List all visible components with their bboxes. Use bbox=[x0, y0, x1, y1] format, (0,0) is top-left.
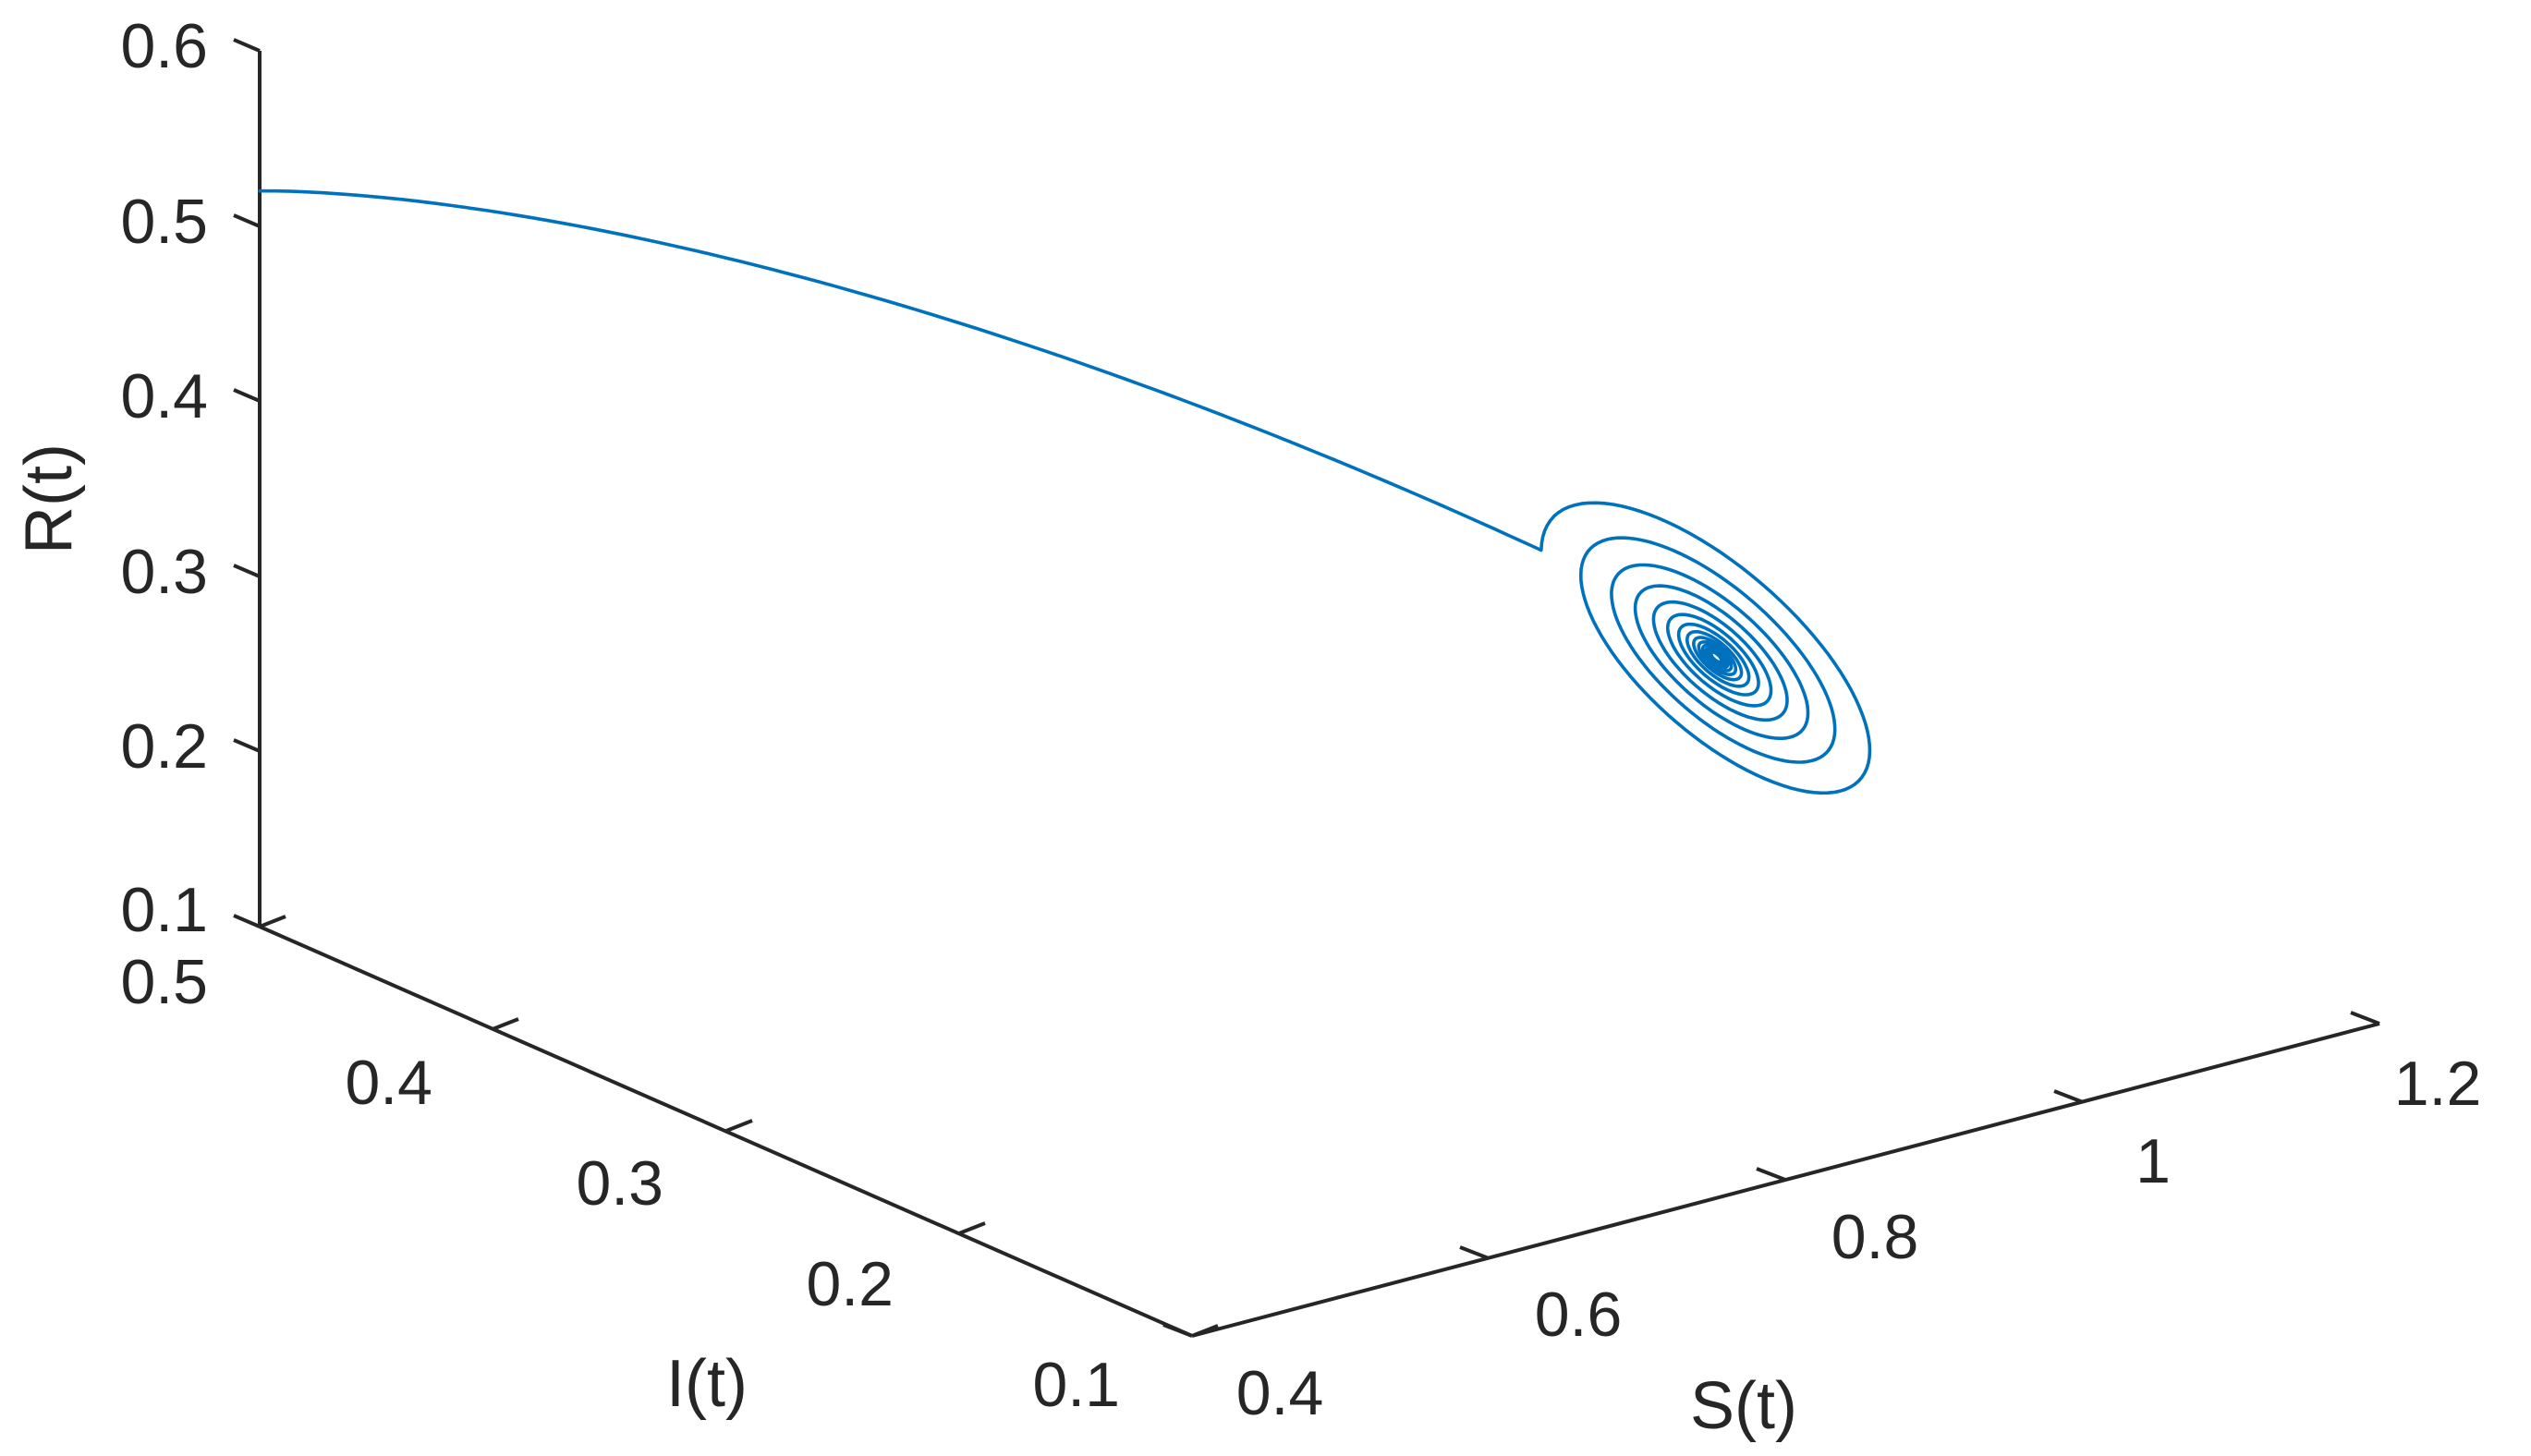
z-axis-label: R(t) bbox=[12, 443, 86, 554]
y-axis-ticks: 0.5 0.4 0.3 0.2 0.1 bbox=[120, 915, 1219, 1420]
y-tick-mark bbox=[725, 1119, 753, 1133]
x-axis-ticks: 0.4 0.6 0.8 1 1.2 bbox=[1162, 1011, 2482, 1428]
z-tick-label: 0.5 bbox=[120, 187, 208, 257]
axes bbox=[258, 51, 2380, 1338]
y-tick-mark bbox=[492, 1017, 519, 1031]
x-tick-mark bbox=[2053, 1089, 2084, 1104]
x-tick-label: 1 bbox=[2136, 1126, 2171, 1196]
x-tick-mark bbox=[1459, 1245, 1490, 1260]
x-tick-mark bbox=[1162, 1323, 1193, 1338]
z-axis-ticks: 0.6 0.5 0.4 0.3 0.2 0.1 bbox=[120, 11, 261, 945]
z-tick-mark bbox=[233, 564, 261, 578]
x-axis-line bbox=[1191, 1022, 2380, 1338]
z-tick-label: 0.1 bbox=[120, 875, 208, 945]
x-tick-label: 0.6 bbox=[1535, 1280, 1623, 1350]
x-tick-label: 1.2 bbox=[2394, 1049, 2482, 1119]
trajectory-line bbox=[258, 188, 1872, 795]
x-tick-mark bbox=[1756, 1167, 1786, 1182]
z-tick-mark bbox=[233, 388, 261, 403]
z-tick-mark bbox=[233, 38, 261, 53]
z-tick-label: 0.2 bbox=[120, 711, 208, 782]
x-tick-label: 0.8 bbox=[1831, 1202, 1919, 1272]
y-tick-mark bbox=[1191, 1324, 1219, 1338]
z-tick-mark bbox=[233, 213, 261, 228]
z-tick-label: 0.6 bbox=[120, 11, 208, 81]
y-tick-label: 0.3 bbox=[576, 1148, 663, 1219]
y-tick-label: 0.5 bbox=[120, 947, 208, 1017]
y-tick-mark bbox=[259, 915, 286, 928]
z-tick-mark bbox=[233, 914, 261, 928]
y-tick-label: 0.1 bbox=[1032, 1350, 1120, 1420]
z-tick-mark bbox=[233, 738, 261, 753]
y-tick-label: 0.4 bbox=[345, 1048, 432, 1118]
y-tick-label: 0.2 bbox=[806, 1249, 894, 1319]
y-tick-mark bbox=[958, 1221, 986, 1235]
x-axis-label: S(t) bbox=[1690, 1369, 1797, 1443]
z-tick-label: 0.3 bbox=[120, 537, 208, 607]
y-axis-label: I(t) bbox=[666, 1347, 748, 1421]
x-tick-mark bbox=[2350, 1011, 2380, 1025]
x-tick-label: 0.4 bbox=[1236, 1358, 1324, 1428]
z-tick-label: 0.4 bbox=[120, 361, 208, 431]
y-axis-line bbox=[259, 925, 1193, 1338]
